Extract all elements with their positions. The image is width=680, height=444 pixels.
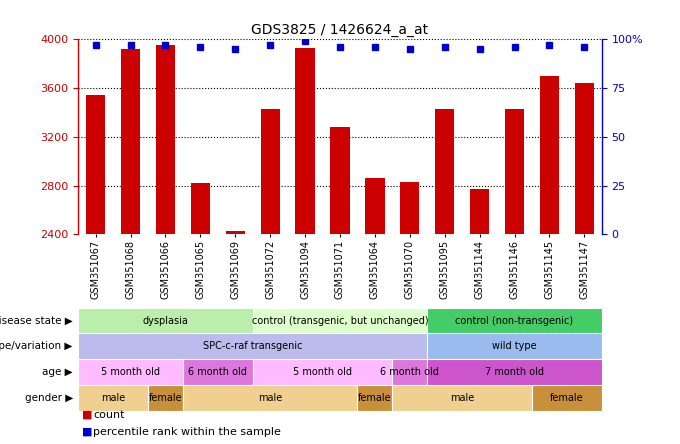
Text: count: count xyxy=(93,410,124,420)
Text: SPC-c-raf transgenic: SPC-c-raf transgenic xyxy=(203,341,303,351)
Text: female: female xyxy=(550,393,583,403)
Bar xyxy=(575,83,594,234)
Text: 6 month old: 6 month old xyxy=(188,367,248,377)
Text: dysplasia: dysplasia xyxy=(143,316,188,325)
Bar xyxy=(358,385,392,411)
Text: genotype/variation ▶: genotype/variation ▶ xyxy=(0,341,73,351)
Bar xyxy=(260,109,279,234)
Bar xyxy=(191,183,210,234)
Text: gender ▶: gender ▶ xyxy=(24,393,73,403)
Text: ■: ■ xyxy=(82,410,92,420)
Bar xyxy=(78,333,427,359)
Text: 5 month old: 5 month old xyxy=(293,367,352,377)
Bar xyxy=(148,385,183,411)
Text: female: female xyxy=(149,393,182,403)
Bar xyxy=(427,308,602,333)
Text: male: male xyxy=(101,393,125,403)
Bar xyxy=(392,385,532,411)
Bar xyxy=(253,308,427,333)
Bar xyxy=(78,385,148,411)
Text: control (transgenic, but unchanged): control (transgenic, but unchanged) xyxy=(252,316,428,325)
Text: male: male xyxy=(258,393,282,403)
Bar xyxy=(156,45,175,234)
Text: disease state ▶: disease state ▶ xyxy=(0,316,73,325)
Bar xyxy=(392,359,427,385)
Text: female: female xyxy=(358,393,392,403)
Bar xyxy=(435,109,454,234)
Bar xyxy=(86,95,105,234)
Title: GDS3825 / 1426624_a_at: GDS3825 / 1426624_a_at xyxy=(252,23,428,37)
Bar xyxy=(183,359,253,385)
Text: percentile rank within the sample: percentile rank within the sample xyxy=(93,427,281,437)
Bar xyxy=(330,127,350,234)
Text: wild type: wild type xyxy=(492,341,537,351)
Text: 6 month old: 6 month old xyxy=(380,367,439,377)
Bar xyxy=(296,48,315,234)
Text: male: male xyxy=(450,393,474,403)
Text: 7 month old: 7 month old xyxy=(485,367,544,377)
Bar xyxy=(532,385,602,411)
Text: age ▶: age ▶ xyxy=(42,367,73,377)
Bar xyxy=(401,182,420,234)
Bar xyxy=(121,49,140,234)
Bar xyxy=(78,359,183,385)
Bar xyxy=(365,178,384,234)
Bar xyxy=(427,359,602,385)
Bar xyxy=(505,109,524,234)
Bar xyxy=(78,308,253,333)
Text: control (non-transgenic): control (non-transgenic) xyxy=(456,316,574,325)
Bar xyxy=(540,76,559,234)
Bar xyxy=(183,385,358,411)
Text: 5 month old: 5 month old xyxy=(101,367,160,377)
Bar xyxy=(253,359,392,385)
Bar xyxy=(470,189,489,234)
Bar xyxy=(226,231,245,234)
Text: ■: ■ xyxy=(82,427,92,437)
Bar xyxy=(427,333,602,359)
